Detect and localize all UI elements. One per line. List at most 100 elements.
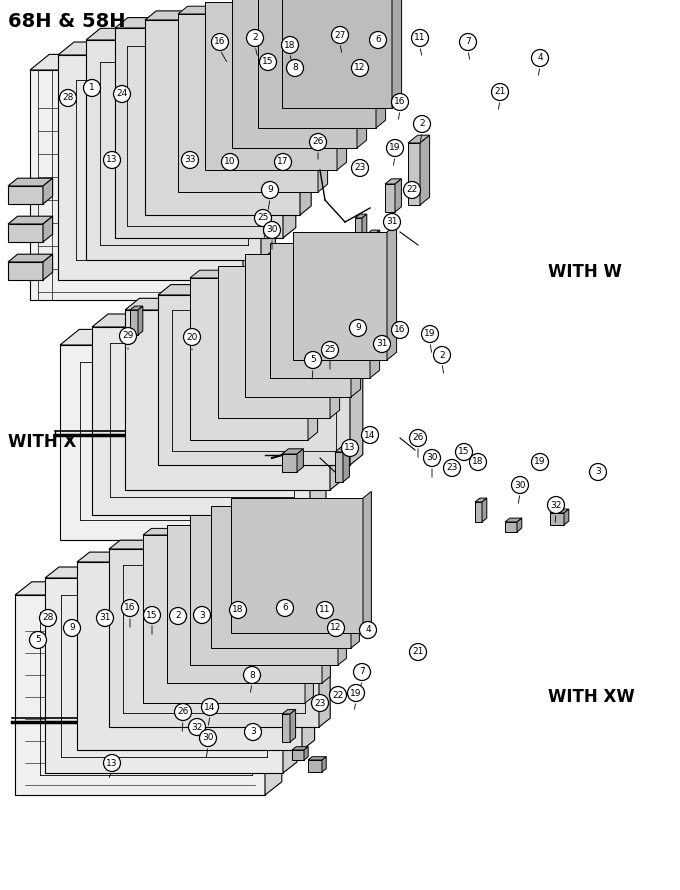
Circle shape xyxy=(384,214,401,231)
Circle shape xyxy=(286,60,303,77)
Text: 3: 3 xyxy=(199,611,205,619)
Polygon shape xyxy=(15,595,265,795)
Circle shape xyxy=(246,29,264,46)
Text: 7: 7 xyxy=(465,37,471,46)
Circle shape xyxy=(547,497,564,514)
Polygon shape xyxy=(265,582,282,795)
Circle shape xyxy=(369,31,386,48)
Polygon shape xyxy=(550,513,564,525)
Circle shape xyxy=(328,619,345,636)
Polygon shape xyxy=(92,314,326,327)
Circle shape xyxy=(282,36,299,53)
Text: 15: 15 xyxy=(146,611,158,619)
Text: 12: 12 xyxy=(330,624,341,633)
Text: 7: 7 xyxy=(359,668,365,676)
Polygon shape xyxy=(338,508,346,665)
Text: 68H & 58H: 68H & 58H xyxy=(8,12,126,31)
Polygon shape xyxy=(282,709,296,714)
Text: 14: 14 xyxy=(364,431,375,440)
Text: 16: 16 xyxy=(394,98,406,107)
Polygon shape xyxy=(125,298,344,310)
Polygon shape xyxy=(395,179,401,212)
Circle shape xyxy=(309,134,326,150)
Text: WITH XW: WITH XW xyxy=(548,688,634,706)
Polygon shape xyxy=(482,498,487,522)
Polygon shape xyxy=(310,314,326,515)
Text: 15: 15 xyxy=(262,58,274,67)
Polygon shape xyxy=(143,535,305,703)
Text: 33: 33 xyxy=(184,156,196,165)
Circle shape xyxy=(590,464,607,481)
Text: 24: 24 xyxy=(116,90,128,99)
Circle shape xyxy=(386,140,403,157)
Text: 31: 31 xyxy=(99,613,111,622)
Circle shape xyxy=(532,50,549,67)
Polygon shape xyxy=(387,224,396,360)
Polygon shape xyxy=(330,258,339,418)
Polygon shape xyxy=(178,6,328,14)
Polygon shape xyxy=(30,54,244,70)
Text: 26: 26 xyxy=(177,708,188,716)
Circle shape xyxy=(373,336,390,352)
Polygon shape xyxy=(43,255,52,280)
Text: 30: 30 xyxy=(202,733,214,742)
Polygon shape xyxy=(167,525,322,683)
Polygon shape xyxy=(145,11,311,20)
Polygon shape xyxy=(304,747,308,760)
Circle shape xyxy=(63,619,80,636)
Polygon shape xyxy=(290,709,296,742)
Polygon shape xyxy=(45,578,283,773)
Polygon shape xyxy=(15,582,282,595)
Polygon shape xyxy=(158,285,363,295)
Polygon shape xyxy=(355,218,362,240)
Text: 5: 5 xyxy=(310,355,316,365)
Circle shape xyxy=(230,602,246,619)
Circle shape xyxy=(331,27,348,44)
Polygon shape xyxy=(130,306,143,310)
Polygon shape xyxy=(115,28,283,238)
Text: 3: 3 xyxy=(595,467,601,476)
Polygon shape xyxy=(318,6,328,192)
Polygon shape xyxy=(290,329,309,540)
Polygon shape xyxy=(145,20,300,215)
Text: 21: 21 xyxy=(412,648,424,657)
Polygon shape xyxy=(178,14,318,192)
Circle shape xyxy=(199,730,216,747)
Circle shape xyxy=(260,53,277,70)
Text: 19: 19 xyxy=(534,457,546,466)
Polygon shape xyxy=(30,70,225,300)
Text: 19: 19 xyxy=(389,143,401,152)
Polygon shape xyxy=(8,224,43,242)
Polygon shape xyxy=(385,184,395,212)
Text: 9: 9 xyxy=(355,323,361,333)
Polygon shape xyxy=(8,216,52,224)
Polygon shape xyxy=(322,518,330,683)
Polygon shape xyxy=(77,552,315,562)
Polygon shape xyxy=(190,278,308,440)
Text: 16: 16 xyxy=(214,37,226,46)
Polygon shape xyxy=(60,345,290,540)
Polygon shape xyxy=(305,529,313,703)
Circle shape xyxy=(443,459,460,476)
Text: 17: 17 xyxy=(277,158,289,166)
Polygon shape xyxy=(505,518,522,522)
Polygon shape xyxy=(564,509,568,525)
Polygon shape xyxy=(205,2,337,170)
Polygon shape xyxy=(258,0,376,128)
Polygon shape xyxy=(283,18,296,238)
Text: 18: 18 xyxy=(284,41,296,50)
Circle shape xyxy=(84,79,101,96)
Polygon shape xyxy=(335,452,343,482)
Circle shape xyxy=(511,476,528,493)
Polygon shape xyxy=(319,540,330,727)
Text: 22: 22 xyxy=(333,691,343,700)
Polygon shape xyxy=(218,266,330,418)
Polygon shape xyxy=(351,247,360,397)
Polygon shape xyxy=(270,243,370,378)
Circle shape xyxy=(39,610,56,627)
Text: 2: 2 xyxy=(175,611,181,620)
Circle shape xyxy=(352,159,369,176)
Text: WITH W: WITH W xyxy=(548,263,622,281)
Text: 12: 12 xyxy=(354,63,366,72)
Text: 30: 30 xyxy=(426,454,438,463)
